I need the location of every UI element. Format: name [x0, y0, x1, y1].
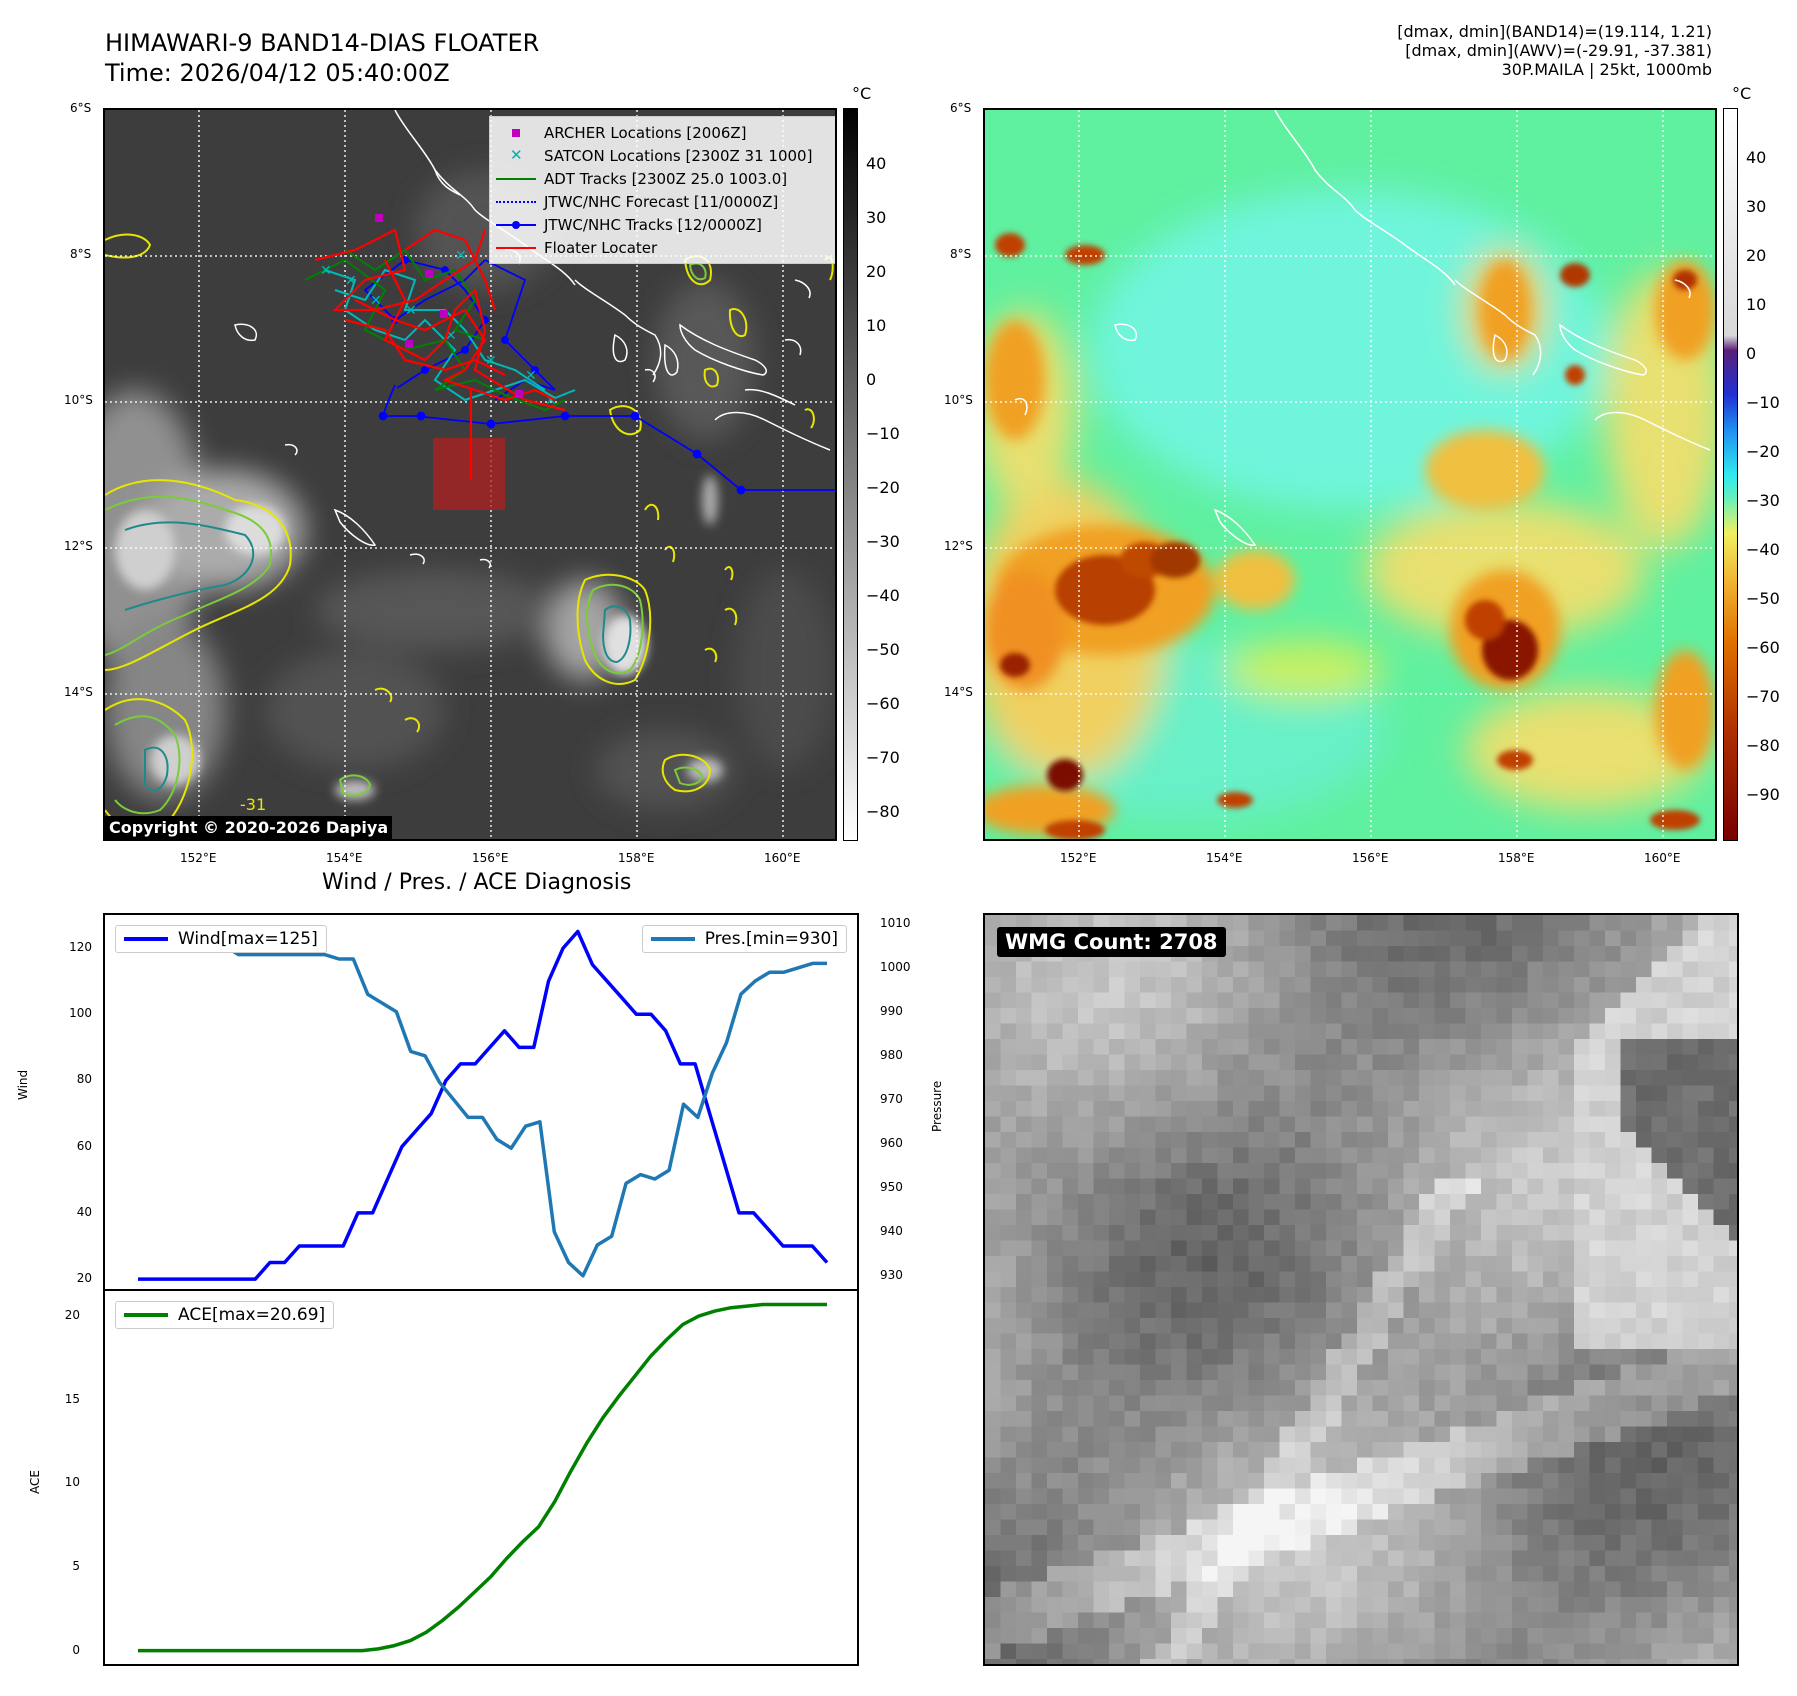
- floater-box: [433, 438, 505, 510]
- tick-label: 1000: [880, 959, 911, 974]
- wmg-image: [985, 915, 1737, 1664]
- svg-text:✕: ✕: [455, 248, 467, 264]
- tick-label: 15: [64, 1391, 80, 1406]
- legend-satcon: ✕ SATCON Locations [2300Z 31 1000]: [510, 145, 813, 165]
- svg-text:✕: ✕: [525, 368, 537, 384]
- svg-text:✕: ✕: [370, 293, 382, 309]
- tick-label: 970: [880, 1091, 903, 1106]
- tick-label: 930: [880, 1267, 903, 1282]
- info-line-2: [dmax, dmin](AWV)=(-29.91, -37.381): [1405, 41, 1712, 60]
- tick-label: 20: [64, 1308, 80, 1323]
- ace-plot: [138, 1302, 827, 1653]
- svg-text:✕: ✕: [445, 328, 457, 344]
- diagnosis-title: Wind / Pres. / ACE Diagnosis: [322, 870, 632, 895]
- wind-pressure-panel: Wind[max=125] Pres.[min=930]: [103, 913, 859, 1291]
- contour-label: -31: [240, 795, 266, 814]
- pressure-legend: Pres.[min=930]: [641, 925, 847, 953]
- tick-label: 80: [76, 1072, 92, 1087]
- ir-map-panel: ✕ ✕ ✕ ✕ ✕ ✕ ✕ ✕ ✕ -31 ARCHER Locations [2006Z]…: [103, 108, 837, 841]
- wind-series-line: [138, 929, 829, 1281]
- ace-axis-label: ACE: [28, 1470, 42, 1494]
- svg-text:✕: ✕: [545, 393, 557, 409]
- wmg-count: WMG Count: 2708: [997, 927, 1226, 957]
- tick-label: 0: [72, 1642, 80, 1657]
- tick-label: 40: [76, 1204, 92, 1219]
- svg-text:✕: ✕: [320, 263, 332, 279]
- wind-pressure-plot: [138, 929, 829, 1281]
- left-colorbar-unit: °C: [852, 84, 872, 103]
- left-colorbar: [843, 108, 858, 841]
- tick-label: 990: [880, 1003, 903, 1018]
- storm-info: [dmax, dmin](BAND14)=(19.114, 1.21) [dma…: [1112, 22, 1712, 79]
- info-line-3: 30P.MAILA | 25kt, 1000mb: [1501, 60, 1712, 79]
- copyright-label: Copyright © 2020-2026 Dapiya: [105, 816, 393, 839]
- page-title: HIMAWARI-9 BAND14-DIAS FLOATER Time: 202…: [105, 28, 539, 88]
- tick-label: 10: [64, 1475, 80, 1490]
- title-line-2: Time: 2026/04/12 05:40:00Z: [105, 59, 450, 87]
- legend-jtwc-forecast: JTWC/NHC Forecast [11/0000Z]: [496, 190, 829, 213]
- tick-label: 5: [72, 1558, 80, 1573]
- tick-label: 120: [69, 940, 92, 955]
- legend-adt: ADT Tracks [2300Z 25.0 1003.0]: [496, 167, 829, 190]
- svg-text:✕: ✕: [485, 353, 497, 369]
- wind-axis-label: Wind: [16, 1069, 30, 1100]
- pressure-axis-label: Pressure: [930, 1080, 944, 1132]
- title-line-1: HIMAWARI-9 BAND14-DIAS FLOATER: [105, 29, 540, 57]
- ace-panel: ACE[max=20.69]: [103, 1289, 859, 1666]
- pressure-series-line: [138, 935, 827, 1278]
- map-legend: ARCHER Locations [2006Z] ✕ SATCON Locati…: [489, 116, 835, 264]
- svg-text:✕: ✕: [345, 273, 357, 289]
- ace-series-line: [138, 1302, 827, 1653]
- wmg-panel: WMG Count: 2708: [983, 913, 1739, 1666]
- right-colorbar: [1723, 108, 1738, 841]
- tick-label: 960: [880, 1135, 903, 1150]
- svg-text:✕: ✕: [405, 303, 417, 319]
- tick-label: 950: [880, 1179, 903, 1194]
- legend-jtwc-tracks: JTWC/NHC Tracks [12/0000Z]: [496, 213, 829, 236]
- awv-map-panel: [983, 108, 1717, 841]
- legend-floater: Floater Locater: [496, 236, 829, 259]
- right-colorbar-unit: °C: [1732, 84, 1752, 103]
- awv-map-image: [985, 110, 1715, 839]
- legend-archer: ARCHER Locations [2006Z]: [496, 121, 829, 144]
- tick-label: 100: [69, 1006, 92, 1021]
- tick-label: 60: [76, 1138, 92, 1153]
- info-line-1: [dmax, dmin](BAND14)=(19.114, 1.21): [1397, 22, 1712, 41]
- tick-label: 940: [880, 1223, 903, 1238]
- ace-legend: ACE[max=20.69]: [115, 1301, 335, 1329]
- tick-label: 20: [76, 1271, 92, 1286]
- tick-label: 980: [880, 1047, 903, 1062]
- wind-legend: Wind[max=125]: [115, 925, 327, 953]
- tick-label: 1010: [880, 915, 911, 930]
